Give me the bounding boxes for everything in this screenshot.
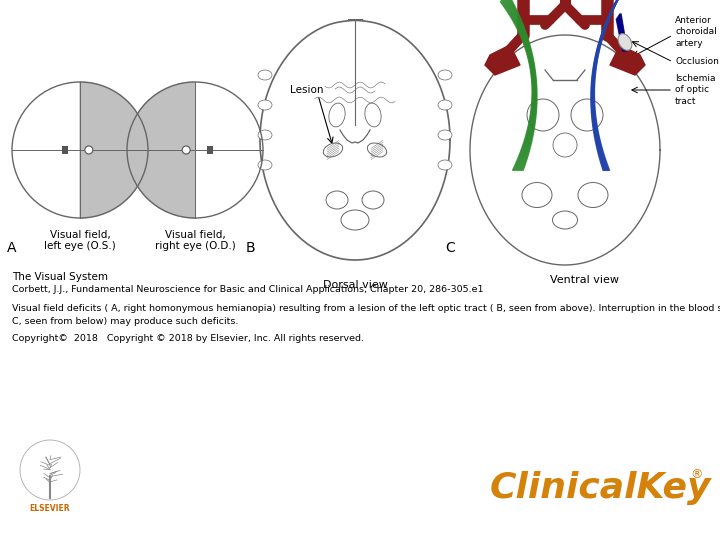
Ellipse shape [438,130,452,140]
Text: right eye (O.D.): right eye (O.D.) [155,241,235,251]
Ellipse shape [326,191,348,209]
Text: Copyright©  2018   Copyright © 2018 by Elsevier, Inc. All rights reserved.: Copyright© 2018 Copyright © 2018 by Else… [12,334,364,343]
Ellipse shape [365,103,381,127]
Text: Visual field deficits ( A, right homonymous hemianopia) resulting from a lesion : Visual field deficits ( A, right homonym… [12,304,720,313]
Ellipse shape [258,130,272,140]
Ellipse shape [438,100,452,110]
Circle shape [85,146,93,154]
Ellipse shape [438,70,452,80]
Text: C, seen from below) may produce such deficits.: C, seen from below) may produce such def… [12,317,238,326]
Ellipse shape [522,183,552,207]
Polygon shape [485,45,520,75]
Ellipse shape [258,160,272,170]
Text: Visual field,: Visual field, [165,230,225,240]
Ellipse shape [329,103,345,127]
Ellipse shape [362,191,384,209]
Text: ®: ® [690,469,703,482]
Text: Visual field,: Visual field, [50,230,110,240]
Text: Ischemia
of optic
tract: Ischemia of optic tract [675,75,716,106]
Text: Corbett, J.J., Fundamental Neuroscience for Basic and Clinical Applications, Cha: Corbett, J.J., Fundamental Neuroscience … [12,285,484,294]
Polygon shape [260,20,450,260]
Polygon shape [127,82,195,218]
Ellipse shape [258,70,272,80]
Polygon shape [470,35,660,265]
Text: Dorsal view: Dorsal view [323,280,387,290]
Ellipse shape [323,143,343,157]
Text: A: A [7,241,17,255]
Polygon shape [80,82,148,218]
Text: Lesion: Lesion [290,85,323,95]
Text: The Visual System: The Visual System [12,272,108,282]
Text: ELSEVIER: ELSEVIER [30,504,71,513]
Bar [62,146,68,154]
Ellipse shape [578,183,608,207]
Text: ClinicalKey: ClinicalKey [490,471,711,505]
Text: C: C [445,241,455,255]
Circle shape [182,146,190,154]
Ellipse shape [618,33,632,50]
Ellipse shape [367,143,387,157]
Text: B: B [246,241,255,255]
Ellipse shape [341,210,369,230]
Ellipse shape [438,160,452,170]
Ellipse shape [552,211,577,229]
Polygon shape [610,45,645,75]
Text: Anterior
choroidal
artery: Anterior choroidal artery [675,16,716,48]
Text: left eye (O.S.): left eye (O.S.) [44,241,116,251]
Text: Ventral view: Ventral view [551,275,619,285]
Text: Occlusion: Occlusion [675,57,719,66]
Bar [207,146,213,154]
Ellipse shape [258,100,272,110]
